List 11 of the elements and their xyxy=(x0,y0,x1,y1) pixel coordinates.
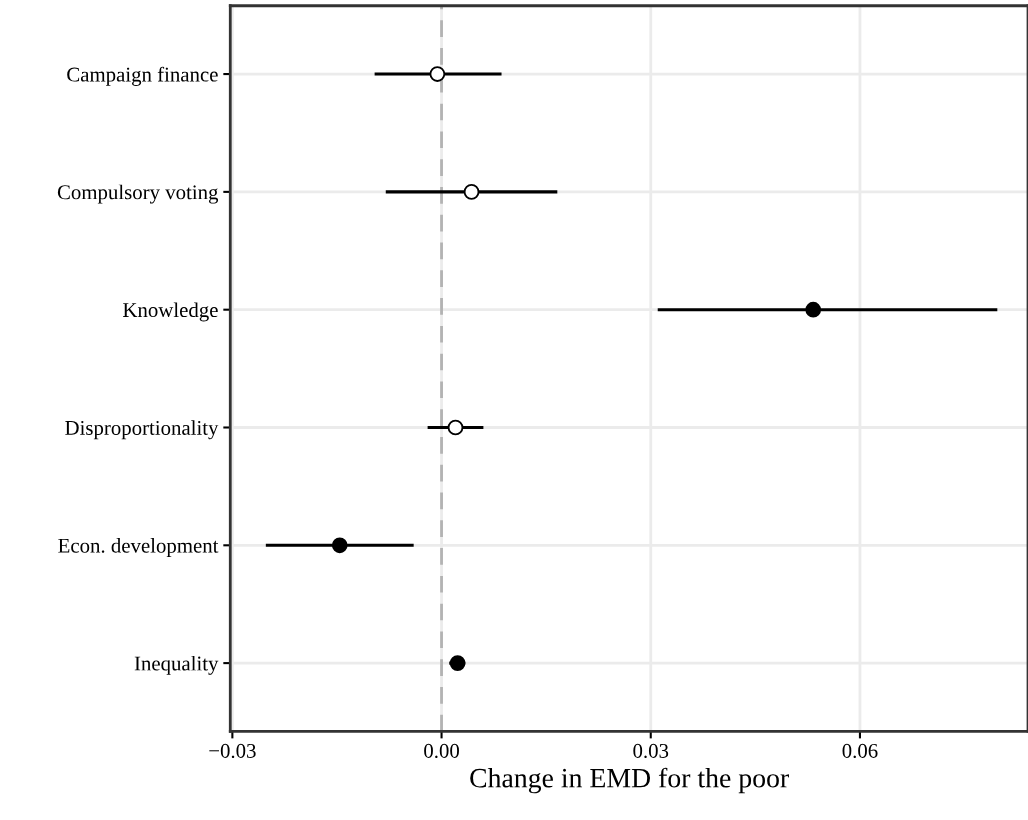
y-tick-label: Disproportionality xyxy=(65,420,219,440)
y-tick-label: Econ. development xyxy=(58,538,219,557)
x-tick-label: −0.03 xyxy=(209,743,256,758)
x-tick-label: 0.00 xyxy=(424,743,459,758)
y-tick-label: Compulsory voting xyxy=(57,184,219,204)
x-axis-title: Change in EMD for the poor xyxy=(470,767,789,794)
x-tick-label: 0.03 xyxy=(633,743,669,758)
x-tick-label: 0.06 xyxy=(842,743,878,758)
y-tick-label: Knowledge xyxy=(123,302,218,322)
y-tick-label: Inequality xyxy=(134,655,219,675)
y-tick-label: Campaign finance xyxy=(67,66,218,86)
